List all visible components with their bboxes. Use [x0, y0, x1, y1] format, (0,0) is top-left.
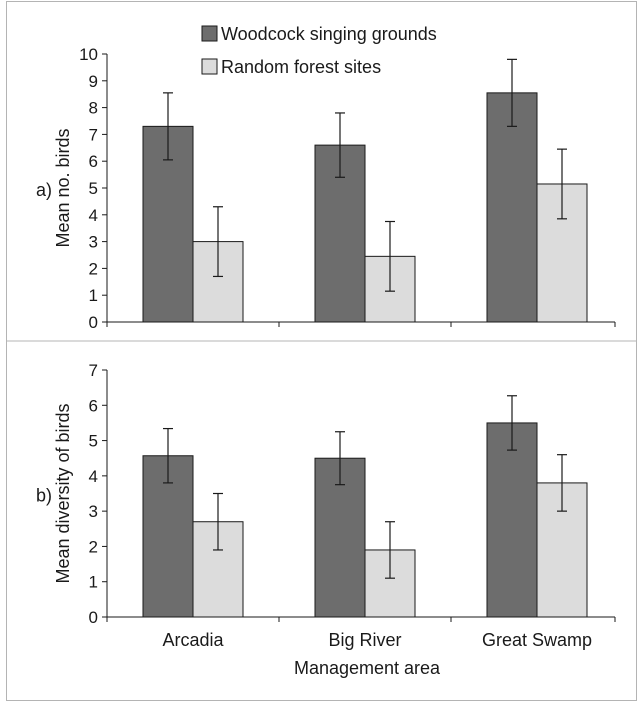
y-tick-label: 4: [89, 206, 98, 225]
y-axis-title: Mean no. birds: [53, 128, 73, 247]
y-tick-label: 7: [89, 361, 98, 380]
y-tick-label: 1: [89, 573, 98, 592]
y-axis-title: Mean diversity of birds: [53, 403, 73, 583]
y-tick-label: 10: [79, 45, 98, 64]
panel-label: a): [36, 180, 52, 200]
y-tick-label: 1: [89, 286, 98, 305]
y-tick-label: 8: [89, 99, 98, 118]
x-tick-label: Great Swamp: [482, 630, 592, 650]
x-tick-label: Big River: [328, 630, 401, 650]
bar-woodcock-singing-grounds-great-swamp: [486, 422, 538, 618]
y-tick-label: 2: [89, 259, 98, 278]
figure-frame: [6, 1, 637, 701]
x-axis-title: Management area: [294, 658, 441, 678]
legend-label: Random forest sites: [221, 57, 381, 77]
y-tick-label: 9: [89, 72, 98, 91]
y-tick-label: 0: [89, 313, 98, 332]
legend: Woodcock singing grounds Random forest si…: [201, 24, 437, 77]
y-tick-label: 5: [89, 432, 98, 451]
y-tick-label: 7: [89, 125, 98, 144]
bar-woodcock-singing-grounds-great-swamp: [486, 92, 538, 323]
legend-swatch: [201, 25, 218, 42]
y-tick-label: 6: [89, 152, 98, 171]
y-tick-label: 3: [89, 502, 98, 521]
y-tick-label: 4: [89, 467, 98, 486]
y-tick-label: 2: [89, 537, 98, 556]
y-tick-label: 5: [89, 179, 98, 198]
legend-label: Woodcock singing grounds: [221, 24, 437, 44]
y-tick-label: 3: [89, 233, 98, 252]
x-tick-label: Arcadia: [162, 630, 224, 650]
y-tick-label: 6: [89, 396, 98, 415]
legend-swatch: [201, 58, 218, 75]
y-tick-label: 0: [89, 608, 98, 627]
panel-label: b): [36, 486, 52, 506]
